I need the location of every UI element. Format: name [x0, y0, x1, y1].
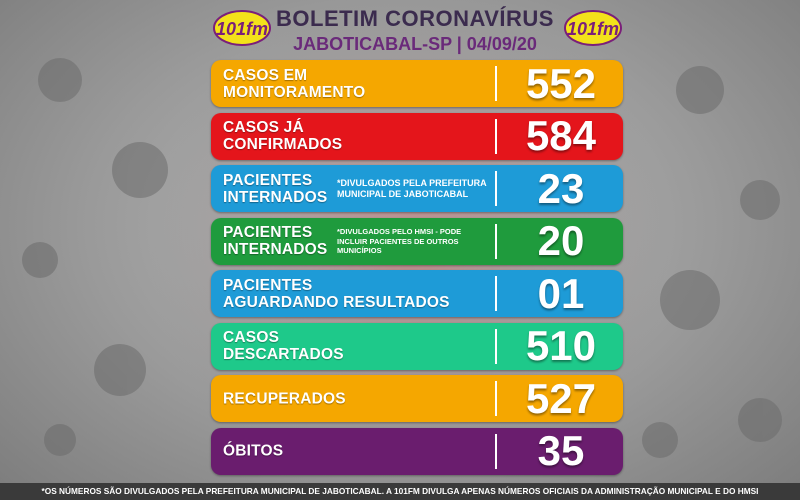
- divider: [495, 328, 497, 364]
- stat-row-awaiting: PACIENTES AGUARDANDO RESULTADOS 01: [211, 270, 623, 317]
- svg-text:101fm: 101fm: [216, 19, 268, 39]
- stat-label: PACIENTES INTERNADOS: [223, 171, 328, 206]
- stat-row-monitoring: CASOS EM MONITORAMENTO 552: [211, 60, 623, 107]
- divider: [495, 66, 497, 101]
- stat-row-hospitalized-prefeitura: PACIENTES INTERNADOS *DIVULGADOS PELA PRE…: [211, 165, 623, 212]
- page-subtitle: JABOTICABAL-SP | 04/09/20: [293, 34, 537, 54]
- stat-label: CASOS JÁ CONFIRMADOS: [223, 119, 343, 153]
- radio-logo-icon: 101fm: [564, 10, 622, 46]
- divider: [495, 433, 497, 469]
- stat-value: 552: [525, 59, 597, 107]
- stat-value: 23: [537, 164, 585, 212]
- stat-value: 584: [525, 112, 597, 159]
- svg-text:101fm: 101fm: [567, 19, 619, 39]
- stat-row-recovered: RECUPERADOS 527: [211, 375, 623, 422]
- divider: [495, 118, 497, 154]
- stat-value: 01: [537, 269, 585, 317]
- divider: [495, 223, 497, 259]
- page-title: BOLETIM CORONAVÍRUS: [276, 6, 554, 31]
- stat-label: RECUPERADOS: [223, 390, 346, 407]
- stat-value: 20: [537, 217, 585, 264]
- divider: [495, 276, 497, 311]
- stat-row-confirmed: CASOS JÁ CONFIRMADOS 584: [211, 112, 623, 160]
- stat-note: *DIVULGADOS PELA PREFEITURA MUNICIPAL DE…: [337, 177, 487, 199]
- divider: [495, 381, 497, 416]
- header: 101fm BOLETIM CORONAVÍRUS JABOTICABAL-SP…: [0, 0, 800, 58]
- footer-disclaimer: *OS NÚMEROS SÃO DIVULGADOS PELA PREFEITU…: [0, 483, 800, 500]
- stat-row-hospitalized-hmsi: PACIENTES INTERNADOS *DIVULGADOS PELO HMS…: [211, 217, 623, 265]
- stat-label: CASOS EM MONITORAMENTO: [223, 66, 366, 101]
- stat-value: 527: [525, 374, 597, 422]
- stat-label: PACIENTES AGUARDANDO RESULTADOS: [223, 276, 450, 311]
- stat-value: 35: [537, 427, 585, 474]
- stat-row-discarded: CASOS DESCARTADOS 510: [211, 322, 623, 370]
- stat-value: 510: [525, 322, 597, 369]
- stat-label: CASOS DESCARTADOS: [223, 329, 344, 363]
- radio-logo-icon: 101fm: [213, 10, 271, 46]
- divider: [495, 171, 497, 206]
- stat-note: *DIVULGADOS PELO HMSI - PODE INCLUIR PAC…: [337, 226, 462, 255]
- stats-list: CASOS EM MONITORAMENTO 552 CASOS JÁ CONFIR…: [211, 60, 623, 480]
- stat-row-deaths: ÓBITOS 35: [211, 427, 623, 475]
- stat-label: ÓBITOS: [223, 442, 284, 460]
- stat-label: PACIENTES INTERNADOS: [223, 224, 328, 258]
